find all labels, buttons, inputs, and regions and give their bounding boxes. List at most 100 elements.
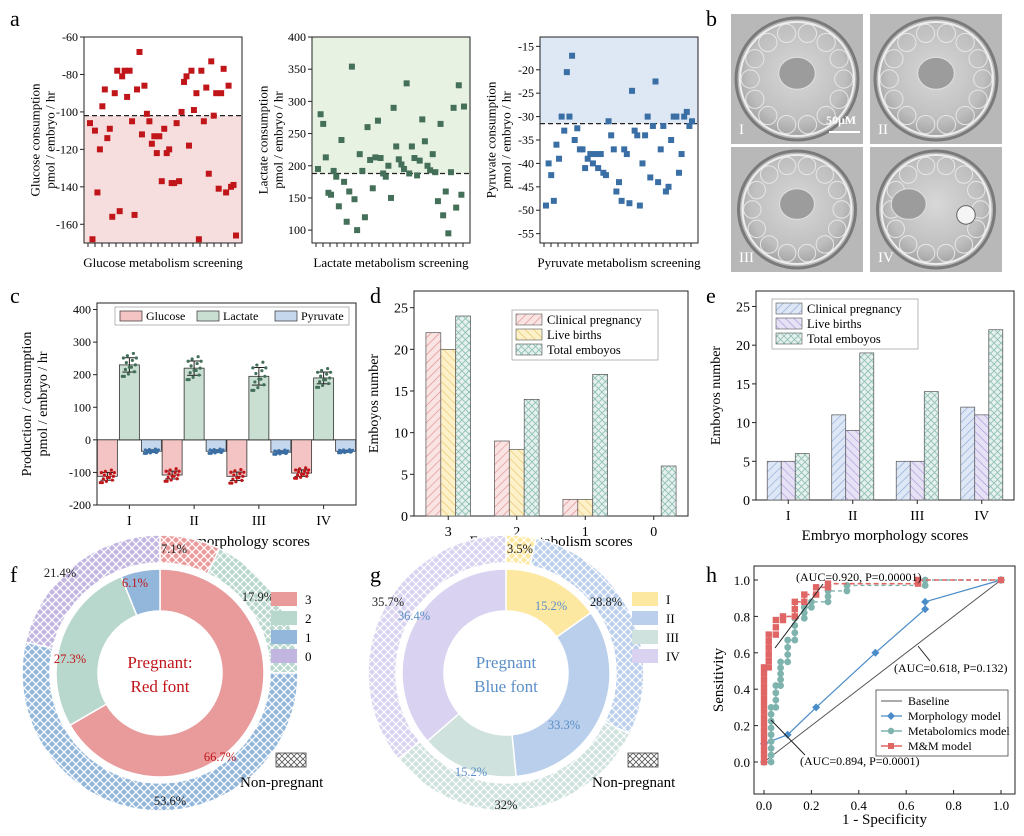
y-tick-label: 15 [394,385,408,400]
inner-slice-label: 33.3% [548,718,580,732]
roc-marker [801,591,808,598]
bubble [956,205,976,225]
data-point [550,197,557,204]
data-dot [132,370,136,374]
cell-texture [797,243,817,263]
data-dot [255,363,259,367]
data-dot [262,383,266,387]
outer-slice [21,641,299,812]
data-point [230,181,237,188]
bar-total-emboyos [660,465,677,517]
data-dot [133,363,137,367]
data-point [634,132,641,139]
data-dot [99,470,103,475]
data-point [208,58,215,65]
data-dot [164,469,168,473]
data-point [437,120,444,127]
data-dot [124,361,128,365]
data-point [644,113,651,120]
roc-marker [871,648,880,657]
roc-marker [791,598,799,606]
legend-swatch [632,630,658,644]
y-tick-label: 5 [401,468,408,483]
legend-label: Clinical pregnancy [807,302,903,316]
data-point [450,104,457,111]
cell-texture [747,219,766,239]
data-point [455,82,462,89]
roc-marker [765,664,772,671]
data-dot [338,448,342,452]
data-point [629,87,636,94]
data-point [597,151,604,158]
y-axis-label: Pyruvate consumption pmol / embryo / hr [483,81,513,198]
plot-frame [311,36,471,244]
roc-marker [760,720,768,728]
data-point [101,86,108,93]
legend-swatch [271,611,297,625]
center-text: Red font [130,677,189,696]
legend-label: Total emboyos [807,332,881,346]
auc-annotation: (AUC=0.920, P=0.00001) [796,570,922,584]
data-point [424,162,431,169]
roc-marker [765,657,772,665]
data-point [408,143,415,150]
zona-pellucida [734,16,860,142]
data-dot [253,380,257,384]
data-point [210,112,217,119]
roc-marker [760,733,768,740]
legend-label: Lactate [223,309,258,323]
data-point [116,208,123,215]
data-point [385,162,392,169]
data-dot [305,474,309,478]
data-point [616,179,622,186]
data-dot [281,451,285,455]
legend-swatch [632,592,658,606]
outer-slice-label: 17.9% [242,590,274,604]
x-tick-label: III [910,509,924,524]
data-point [233,232,239,239]
cell-texture [797,23,818,44]
data-point [377,155,384,162]
cell-texture [954,235,974,254]
x-tick-label: I [786,509,791,524]
data-dot [198,366,202,370]
legend-marker [887,712,895,720]
data-point [398,161,405,168]
data-point [333,173,340,180]
cell-texture [828,219,847,239]
x-tick-label: II [189,514,199,529]
data-dot [175,477,179,481]
roc-chart: 0.0 0.2 0.4 0.6 0.8 1.0 0.0 0.2 0.4 0.6 0.8 1.0 (AUC… [711,565,1016,828]
roc-marker [760,739,768,747]
data-dot [304,466,308,470]
legend-label: Live births [547,328,602,342]
data-point [673,113,680,120]
cell-texture [936,243,956,263]
legend-swatch [515,313,543,326]
y-tick-label: 350 [288,62,306,76]
data-point [215,185,222,192]
data-dot [125,354,129,358]
data-dot [186,359,190,363]
roc-marker [921,576,929,584]
data-dot [254,371,258,376]
scatter-plot-a1: -60 -80 -100 -120 -140 -160 Glucose metabolism… [27,30,243,270]
bar-total-emboyos [988,329,1004,501]
data-dot [208,448,212,452]
y-axis-label: Production / consumption pmol / embryo / … [20,332,51,477]
inner-cell-mass [890,188,927,220]
data-point [626,200,633,207]
zona-pellucida [876,149,996,270]
data-point [193,90,200,97]
data-point [589,160,596,167]
x-tick-label: 0.6 [898,798,915,813]
data-dot [298,467,302,471]
data-dot [261,360,265,364]
data-dot [230,481,234,485]
data-point [631,127,638,134]
data-point [584,155,591,162]
roc-marker [812,584,820,591]
roc-marker [767,710,775,718]
data-point [109,213,116,220]
legend-label: II [666,611,675,626]
